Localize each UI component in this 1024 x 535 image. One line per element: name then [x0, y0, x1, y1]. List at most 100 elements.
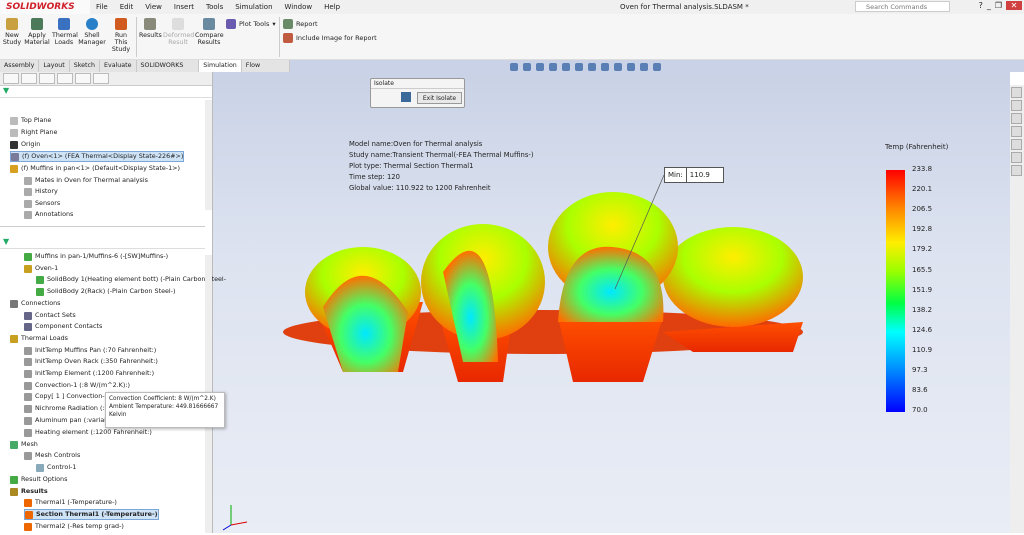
- tab-layout[interactable]: Layout: [39, 60, 70, 72]
- feature-tree-item[interactable]: Right Plane: [10, 127, 57, 138]
- menu-edit[interactable]: Edit: [119, 3, 134, 11]
- new-study-button[interactable]: New Study: [2, 18, 22, 46]
- section-view-icon[interactable]: [575, 63, 583, 71]
- include-image-button[interactable]: Include Image for Report: [283, 33, 377, 43]
- sim-tree-item[interactable]: Mesh Controls: [24, 450, 80, 461]
- feature-tree-item[interactable]: Mates in Oven for Thermal analysis: [24, 175, 148, 186]
- menu-tools[interactable]: Tools: [205, 3, 224, 11]
- tab-addins[interactable]: SOLIDWORKS Add-Ins: [137, 60, 200, 81]
- restore-button[interactable]: ❐: [994, 1, 1002, 10]
- pan-icon[interactable]: [523, 63, 531, 71]
- feature-manager-tab[interactable]: [3, 73, 19, 84]
- appearances-icon[interactable]: [1011, 152, 1022, 163]
- tree-scrollbar[interactable]: [205, 100, 212, 210]
- design-library-icon[interactable]: [1011, 113, 1022, 124]
- view-palette-icon[interactable]: [1011, 139, 1022, 150]
- sim-tree-item[interactable]: Control-1: [36, 462, 76, 473]
- sim-tree-item[interactable]: Oven-1: [24, 263, 58, 274]
- feature-tree-item[interactable]: History: [24, 186, 58, 197]
- deformed-result-icon: [172, 18, 184, 30]
- apply-material-button[interactable]: Apply Material: [24, 18, 50, 46]
- sim-tree-item[interactable]: Thermal2 (-Res temp grad-): [24, 521, 124, 532]
- view-orientation-icon[interactable]: [588, 63, 596, 71]
- menu-window[interactable]: Window: [284, 3, 313, 11]
- resources-icon[interactable]: [1011, 100, 1022, 111]
- search-commands-input[interactable]: Search Commands: [855, 1, 950, 12]
- zoom-area-icon[interactable]: [549, 63, 557, 71]
- display-style-icon[interactable]: [601, 63, 609, 71]
- save-icon[interactable]: [401, 92, 411, 102]
- menu-insert[interactable]: Insert: [173, 3, 194, 11]
- tree-node-icon: [24, 392, 32, 401]
- custom-properties-icon[interactable]: [1011, 165, 1022, 176]
- feature-tree-item[interactable]: Sensors: [24, 198, 60, 209]
- sim-tree-item[interactable]: Copy[ 1 ] Convection-1: [24, 391, 109, 402]
- menu-view[interactable]: View: [145, 3, 162, 11]
- sim-tree-item[interactable]: Muffins in pan-1/Muffins-6 (-[SW]Muffins…: [24, 251, 168, 262]
- sim-tree-item[interactable]: Section Thermal1 (-Temperature-): [24, 509, 159, 520]
- sim-tree-item[interactable]: SolidBody 2(Rack) (-Plain Carbon Steel-): [36, 286, 176, 297]
- scene-icon[interactable]: [640, 63, 648, 71]
- sim-tree-item[interactable]: Result Options: [10, 474, 67, 485]
- tab-sketch[interactable]: Sketch: [70, 60, 100, 72]
- file-explorer-icon[interactable]: [1011, 126, 1022, 137]
- tab-evaluate[interactable]: Evaluate: [100, 60, 137, 72]
- model-name: Model name:Oven for Thermal analysis: [349, 140, 483, 148]
- sim-tree-item[interactable]: Convection-1 (:8 W/(m^2.K):): [24, 380, 130, 391]
- sim-tree-item[interactable]: InitTemp Muffins Pan (:70 Fahrenheit:): [24, 345, 156, 356]
- feature-tree-item[interactable]: Annotations: [24, 209, 73, 220]
- feature-tree-item[interactable]: (f) Muffins in pan<1> (Default<Display S…: [10, 163, 180, 174]
- menu-file[interactable]: File: [96, 3, 108, 11]
- shell-manager-button[interactable]: Shell Manager: [78, 18, 106, 46]
- sim-tree-item[interactable]: Component Contacts: [24, 321, 102, 332]
- help-icon[interactable]: ?: [978, 1, 983, 10]
- close-button[interactable]: ✕: [1006, 1, 1022, 10]
- appearance-icon[interactable]: [627, 63, 635, 71]
- dimxpert-tab[interactable]: [57, 73, 73, 84]
- sim-tree-item[interactable]: Contact Sets: [24, 310, 76, 321]
- thermal-loads-button[interactable]: Thermal Loads: [52, 18, 78, 46]
- sim-tree-item[interactable]: Heating element (:1200 Fahrenheit:): [24, 427, 152, 438]
- legend-value: 165.5: [912, 265, 933, 274]
- compare-results-button[interactable]: Compare Results: [195, 18, 224, 46]
- tab-assembly[interactable]: Assembly: [0, 60, 40, 72]
- sim-tree-item[interactable]: Aluminum pan (:variabl: [24, 415, 110, 426]
- menu-help[interactable]: Help: [324, 3, 341, 11]
- minimize-button[interactable]: _: [986, 1, 991, 10]
- tab-simulation[interactable]: Simulation: [199, 60, 242, 72]
- run-study-button[interactable]: Run This Study: [108, 18, 134, 53]
- exit-isolate-button[interactable]: Exit Isolate: [417, 92, 462, 104]
- sim-tree-item[interactable]: Thermal Loads: [10, 333, 68, 344]
- filter-icon[interactable]: ▼: [0, 86, 212, 98]
- report-button[interactable]: Report: [283, 19, 318, 29]
- previous-view-icon[interactable]: [562, 63, 570, 71]
- zoom-fit-icon[interactable]: [536, 63, 544, 71]
- simulation-tab[interactable]: [93, 73, 109, 84]
- sim-tree-item[interactable]: Results: [10, 486, 48, 497]
- sim-tree-item[interactable]: Nichrome Radiation (:va: [24, 403, 112, 414]
- sim-tree-item[interactable]: InitTemp Oven Rack (:350 Fahrenheit:): [24, 356, 158, 367]
- sim-tree-item[interactable]: SolidBody 1(Heating element bott) (-Plai…: [36, 274, 226, 285]
- feature-tree-item[interactable]: (f) Oven<1> (FEA Thermal<Display State-2…: [10, 151, 185, 162]
- command-tabs: Assembly Layout Sketch Evaluate SOLIDWOR…: [0, 60, 290, 81]
- study-name: Study name:Transient Thermal(-FEA Therma…: [349, 151, 534, 159]
- configuration-manager-tab[interactable]: [39, 73, 55, 84]
- sim-tree-item[interactable]: Thermal1 (-Temperature-): [24, 497, 117, 508]
- home-icon[interactable]: [1011, 87, 1022, 98]
- sim-tree-item[interactable]: InitTemp Element (:1200 Fahrenheit:): [24, 368, 154, 379]
- plot-tools-button[interactable]: Plot Tools ▾: [226, 19, 276, 29]
- results-button[interactable]: Results: [139, 18, 162, 39]
- rotate-icon[interactable]: [510, 63, 518, 71]
- display-manager-tab[interactable]: [75, 73, 91, 84]
- menu-simulation[interactable]: Simulation: [235, 3, 273, 11]
- hide-show-icon[interactable]: [614, 63, 622, 71]
- property-manager-tab[interactable]: [21, 73, 37, 84]
- feature-tree-item[interactable]: Top Plane: [10, 115, 51, 126]
- sim-filter-icon[interactable]: ▼: [0, 237, 205, 249]
- sim-tree-item[interactable]: Mesh: [10, 439, 38, 450]
- feature-tree-item[interactable]: Origin: [10, 139, 40, 150]
- sim-tree-item[interactable]: Connections: [10, 298, 61, 309]
- tab-flow-simulation[interactable]: Flow Simulation: [242, 60, 290, 81]
- view-settings-icon[interactable]: [653, 63, 661, 71]
- graphics-area[interactable]: [213, 72, 1010, 533]
